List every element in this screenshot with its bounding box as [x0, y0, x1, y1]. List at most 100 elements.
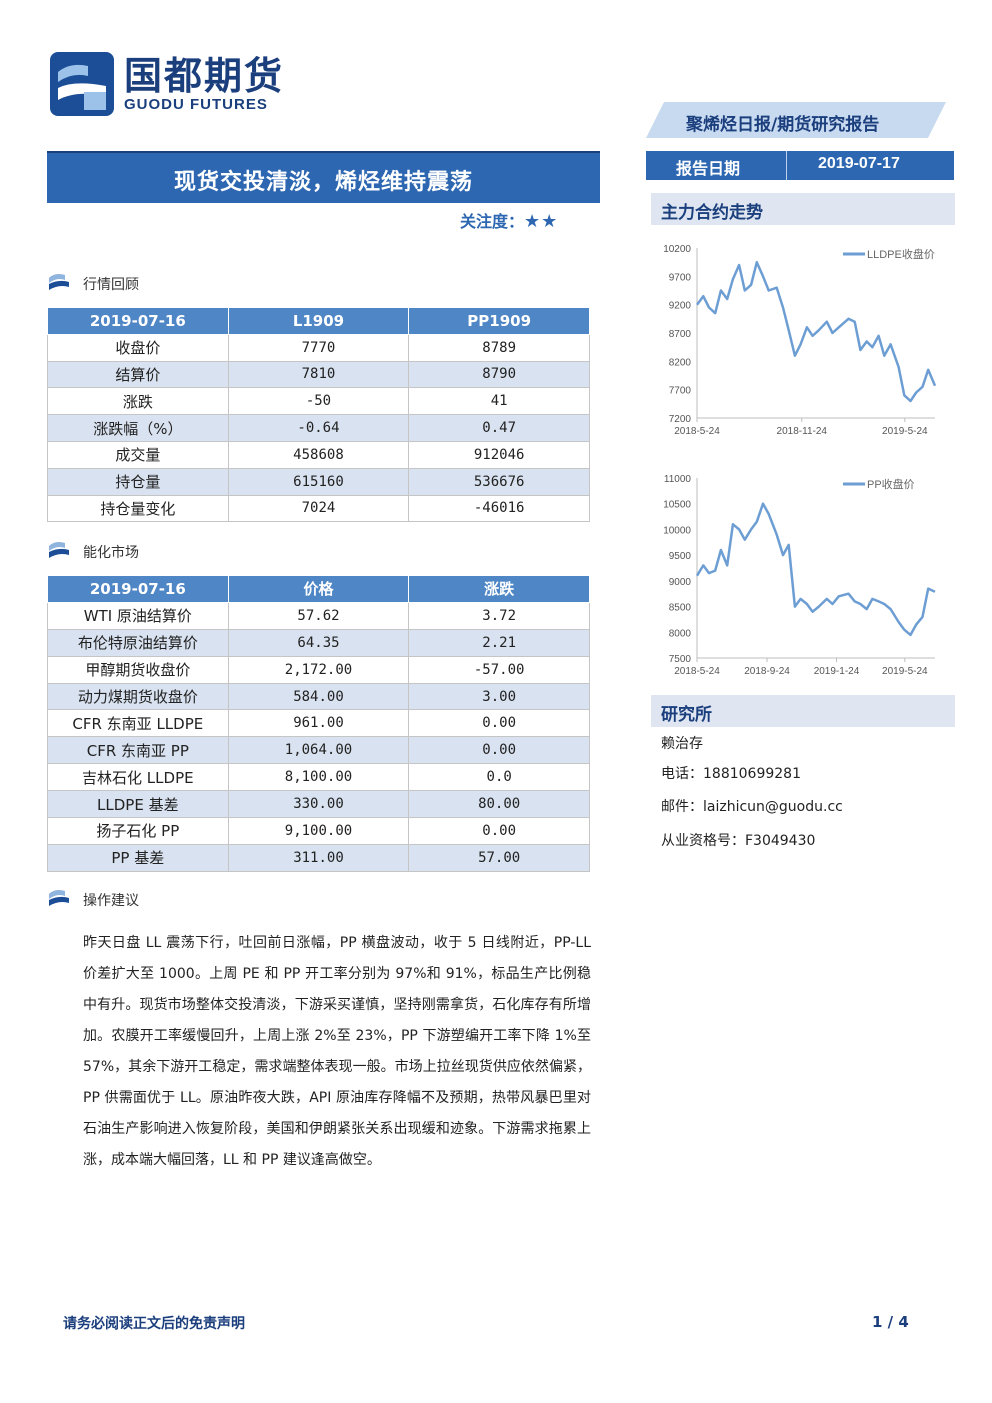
row-label: LLDPE 基差: [47, 790, 229, 819]
row-label: 持仓量: [47, 467, 229, 496]
table-row: 持仓量 615160 536676: [47, 467, 590, 496]
table-row: 结算价 7810 8790: [47, 360, 590, 389]
row-label: 布伦特原油结算价: [47, 628, 229, 657]
table-row: 甲醇期货收盘价 2,172.00 -57.00: [47, 655, 590, 684]
trend-header: 主力合约走势: [651, 193, 955, 225]
cell-value: 961.00: [227, 709, 410, 738]
table-row: 收盘价 7770 8789: [47, 333, 590, 362]
cell-value: 57.62: [227, 601, 410, 630]
analyst-name: 赖治存: [661, 736, 703, 752]
row-label: 成交量: [47, 440, 229, 469]
table-row: 布伦特原油结算价 64.35 2.21: [47, 628, 590, 657]
table-row: 涨跌幅（%） -0.64 0.47: [47, 414, 590, 442]
cell-value: 2,172.00: [227, 655, 410, 684]
report-date-bar: 报告日期 2019-07-17: [646, 151, 954, 180]
table-row: 涨跌 -50 41: [47, 387, 590, 416]
row-label: WTI 原油结算价: [47, 601, 229, 630]
cell-value: 330.00: [227, 790, 410, 819]
divider: [786, 151, 787, 180]
cell-value: -50: [227, 387, 410, 416]
cell-value: 0.00: [408, 817, 590, 845]
section-bullet-icon: [49, 890, 69, 906]
table-row: 成交量 458608 912046: [47, 440, 590, 469]
cell-value: 3.72: [408, 601, 590, 630]
y-tick-label: 8500: [669, 603, 692, 614]
cell-value: 1,064.00: [227, 736, 410, 765]
cell-value: 0.00: [408, 709, 590, 738]
table-row: PP 基差 311.00 57.00: [47, 843, 590, 872]
y-tick-label: 10000: [663, 525, 691, 536]
row-label: 吉林石化 LLDPE: [47, 763, 229, 792]
cell-value: 311.00: [227, 843, 410, 872]
lldpe-chart: 10200 9700 9200 8700 8200 7700 7200 2018-5-24 20…: [651, 232, 951, 458]
cell-value: 0.00: [408, 736, 590, 765]
cell-value: 458608: [227, 440, 410, 469]
cell-value: 57.00: [408, 843, 590, 872]
table-row: CFR 东南亚 LLDPE 961.00 0.00: [47, 709, 590, 738]
cell-value: -0.64: [227, 414, 410, 442]
cell-value: 0.47: [408, 414, 590, 442]
cell-value: 536676: [408, 467, 590, 496]
disclaimer-link[interactable]: 请务必阅读正文后的免责声明: [63, 1316, 245, 1332]
star-rating-icon: ★★: [524, 211, 559, 232]
row-label: 涨跌幅（%）: [47, 414, 229, 442]
column-header: L1909: [227, 307, 410, 335]
section-bullet-icon: [49, 542, 69, 558]
section-title: 行情回顾: [83, 277, 139, 293]
energy-market-table: 2019-07-16 价格 涨跌 WTI 原油结算价 57.62 3.72 布伦特原油结算价…: [47, 575, 590, 872]
y-tick-label: 10200: [663, 244, 691, 255]
series-line: [695, 260, 937, 403]
row-label: 结算价: [47, 360, 229, 389]
table-row: LLDPE 基差 330.00 80.00: [47, 790, 590, 819]
y-tick-label: 8200: [669, 357, 692, 368]
cell-value: -46016: [408, 494, 590, 523]
table-header-row: 2019-07-16 L1909 PP1909: [47, 307, 590, 335]
cell-value: 41: [408, 387, 590, 416]
y-tick-label: 9500: [669, 551, 692, 562]
cell-value: 2.21: [408, 628, 590, 657]
cell-value: 7770: [227, 333, 410, 362]
analyst-license: 从业资格号：F3049430: [661, 833, 816, 849]
x-tick-label: 2019-5-24: [882, 666, 928, 677]
section-header-energy-market: 能化市场: [47, 540, 247, 562]
table-row: CFR 东南亚 PP 1,064.00 0.00: [47, 736, 590, 765]
cell-value: 7810: [227, 360, 410, 389]
x-tick-label: 2018-5-24: [674, 426, 720, 437]
y-tick-label: 11000: [664, 474, 692, 485]
y-tick-label: 7200: [669, 414, 692, 425]
cell-value: 8789: [408, 333, 590, 362]
x-tick-label: 2019-5-24: [882, 426, 928, 437]
row-label: 甲醇期货收盘价: [47, 655, 229, 684]
column-header: 涨跌: [408, 575, 590, 603]
table-row: 动力煤期货收盘价 584.00 3.00: [47, 682, 590, 711]
y-tick-label: 9000: [669, 577, 692, 588]
analyst-email: 邮件：laizhicun@guodu.cc: [661, 799, 843, 815]
series-line: [695, 502, 936, 637]
row-label: PP 基差: [47, 843, 229, 872]
research-header: 研究所: [651, 695, 955, 727]
table-row: 扬子石化 PP 9,100.00 0.00: [47, 817, 590, 845]
table-row: 吉林石化 LLDPE 8,100.00 0.0: [47, 763, 590, 792]
section-header-advice: 操作建议: [47, 888, 247, 910]
row-label: CFR 东南亚 PP: [47, 736, 229, 765]
table-row: 持仓量变化 7024 -46016: [47, 494, 590, 523]
row-label: CFR 东南亚 LLDPE: [47, 709, 229, 738]
row-label: 持仓量变化: [47, 494, 229, 523]
row-label: 扬子石化 PP: [47, 817, 229, 845]
y-tick-label: 9200: [669, 301, 692, 312]
table-row: WTI 原油结算价 57.62 3.72: [47, 601, 590, 630]
cell-value: 64.35: [227, 628, 410, 657]
column-header: 2019-07-16: [47, 575, 229, 603]
cell-value: 912046: [408, 440, 590, 469]
y-tick-label: 7500: [669, 654, 692, 665]
brand-name-en: GUODU FUTURES: [124, 96, 268, 113]
x-tick-label: 2018-5-24: [674, 666, 720, 677]
page-number: 1 / 4: [872, 1313, 909, 1331]
cell-value: 584.00: [227, 682, 410, 711]
cell-value: -57.00: [408, 655, 590, 684]
legend-label: LLDPE收盘价: [867, 247, 935, 261]
attention-label: 关注度：: [460, 212, 525, 231]
section-header-market-review: 行情回顾: [47, 272, 247, 294]
analyst-phone: 电话：18810699281: [661, 766, 801, 782]
report-type-label: 聚烯烃日报/期货研究报告: [686, 115, 880, 135]
